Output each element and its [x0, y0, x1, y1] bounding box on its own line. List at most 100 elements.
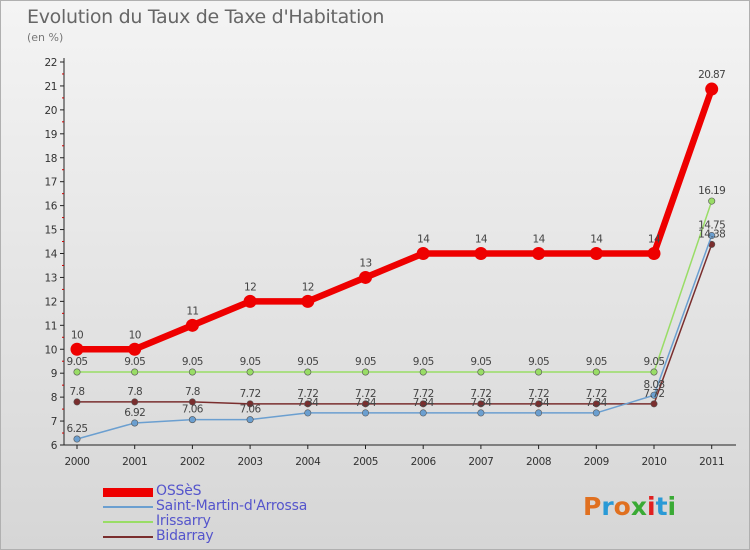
unit-label: (en %): [27, 31, 64, 44]
series-3-data-label: 14.38: [698, 228, 725, 240]
y-tick-label: 11: [44, 320, 57, 332]
series-3-point: [246, 400, 254, 408]
x-tick-label: 2008: [526, 456, 551, 468]
series-1-data-label: 14.75: [698, 220, 725, 232]
series-3-point: [188, 398, 196, 406]
logo-letter: t: [655, 492, 668, 521]
legend-swatch: [103, 487, 153, 497]
series-0-data-label: 11: [186, 305, 198, 317]
series-1-point: [361, 409, 369, 417]
series-1-point: [708, 232, 716, 240]
x-tick-label: 2001: [122, 456, 147, 468]
legend-label: OSSèS: [156, 483, 202, 499]
series-1-data-label: 7.34: [586, 397, 608, 409]
x-tick-label: 2009: [584, 456, 609, 468]
series-0-point: [647, 247, 661, 260]
chart-title: Evolution du Taux de Taxe d'Habitation: [27, 6, 385, 28]
y-tick-label: 20: [44, 105, 57, 117]
series-0-point: [70, 342, 84, 356]
series-line-3: [76, 243, 713, 405]
series-1-point: [650, 391, 658, 399]
series-2-point: [131, 368, 139, 376]
legend-swatch: [103, 536, 153, 538]
x-tick-label: 2010: [641, 456, 666, 468]
x-tick-label: 2002: [180, 456, 205, 468]
series-1-data-label: 6.92: [124, 407, 145, 419]
series-1-point: [535, 409, 543, 417]
series-2-point: [304, 368, 312, 376]
series-0-point: [705, 82, 719, 96]
y-tick-label: 13: [44, 272, 57, 284]
y-tick-label: 8: [51, 392, 57, 404]
x-tick-label: 2003: [238, 456, 263, 468]
y-tick-label: 12: [44, 296, 57, 308]
x-tick-label: 2007: [468, 456, 493, 468]
series-0-point: [301, 294, 315, 308]
series-1-data-label: 8.08: [644, 379, 665, 391]
series-0-point: [243, 294, 257, 308]
series-1-point: [131, 419, 139, 427]
series-2-data-label: 9.05: [240, 356, 261, 368]
series-1-point: [592, 409, 600, 417]
series-3-data-label: 7.72: [644, 388, 665, 400]
series-2-point: [419, 368, 427, 376]
y-tick-label: 14: [44, 249, 57, 261]
series-3-point: [131, 398, 139, 406]
y-tick-label: 10: [44, 344, 57, 356]
series-3-data-label: 7.8: [70, 386, 85, 398]
legend-label: Saint-Martin-d'Arrossa: [156, 498, 308, 514]
series-0-data-label: 20.87: [698, 69, 725, 81]
x-tick-label: 2011: [699, 456, 724, 468]
series-3-point: [477, 400, 485, 408]
series-2-data-label: 9.05: [124, 356, 145, 368]
series-1-point: [73, 435, 81, 443]
series-3-point: [419, 400, 427, 408]
series-2-point: [361, 368, 369, 376]
series-2-data-label: 9.05: [67, 356, 88, 368]
series-2-point: [535, 368, 543, 376]
legend-swatch: [103, 506, 153, 508]
series-0-point: [416, 247, 430, 260]
series-3-data-label: 7.72: [528, 388, 549, 400]
series-1-data-label: 7.34: [528, 397, 550, 409]
logo-letter: P: [583, 492, 602, 521]
series-1-data-label: 7.06: [240, 404, 262, 416]
y-tick-label: 7: [51, 416, 57, 428]
series-1-data-label: 7.34: [413, 397, 435, 409]
series-0-data-label: 12: [244, 281, 256, 293]
series-1-point: [477, 409, 485, 417]
series-3-point: [361, 400, 369, 408]
series-0-data-label: 14: [417, 234, 430, 246]
series-2-data-label: 9.05: [355, 356, 376, 368]
logo-letter: o: [613, 492, 631, 521]
series-0-point: [532, 247, 546, 260]
series-1-data-label: 6.25: [67, 423, 88, 435]
series-2-data-label: 9.05: [528, 356, 549, 368]
series-3-data-label: 7.72: [297, 388, 318, 400]
series-2-point: [246, 368, 254, 376]
series-line-2: [76, 200, 713, 373]
series-2-point: [73, 368, 81, 376]
series-2-data-label: 9.05: [413, 356, 434, 368]
logo-letter: i: [667, 492, 677, 521]
series-1-point: [246, 416, 254, 424]
series-1-point: [419, 409, 427, 417]
y-tick-label: 18: [44, 153, 57, 165]
series-line-1: [76, 234, 713, 440]
series-2-data-label: 16.19: [698, 185, 725, 197]
y-tick-label: 22: [44, 57, 57, 69]
legend-label: Bidarray: [156, 528, 214, 544]
series-0-data-label: 10: [129, 329, 141, 341]
series-0-point: [589, 247, 603, 260]
series-3-data-label: 7.72: [355, 388, 376, 400]
series-3-data-label: 7.72: [470, 388, 491, 400]
series-0-data-label: 14: [475, 234, 488, 246]
y-tick-label: 6: [51, 440, 58, 452]
series-1-data-label: 7.34: [355, 397, 377, 409]
series-0-point: [359, 270, 372, 284]
series-0-data-label: 14: [590, 234, 603, 246]
series-2-data-label: 9.05: [586, 356, 607, 368]
series-2-point: [708, 197, 716, 205]
series-2-point: [650, 368, 658, 376]
